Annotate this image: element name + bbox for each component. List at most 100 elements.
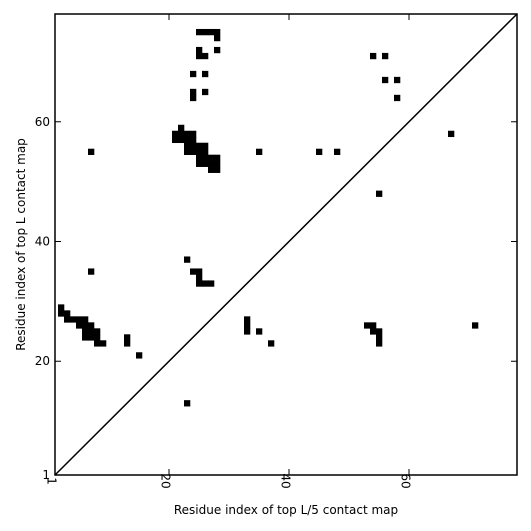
contact-point bbox=[394, 76, 401, 84]
contact-point bbox=[370, 322, 377, 329]
contact-point bbox=[202, 280, 209, 287]
contact-point bbox=[214, 154, 221, 161]
contact-point bbox=[202, 88, 209, 96]
contact-point bbox=[202, 28, 209, 36]
contact-point bbox=[256, 148, 263, 155]
contact-point bbox=[190, 142, 197, 150]
contact-point bbox=[196, 280, 203, 287]
contact-point bbox=[376, 190, 383, 197]
contact-point bbox=[58, 304, 65, 311]
y-tick-label: 1 bbox=[42, 468, 50, 482]
contact-point bbox=[196, 268, 203, 275]
x-tick-label: 60 bbox=[399, 473, 413, 488]
contact-point bbox=[184, 130, 191, 138]
contact-point bbox=[196, 52, 203, 60]
contact-point bbox=[190, 268, 197, 275]
contact-point bbox=[88, 148, 95, 155]
contact-point bbox=[82, 334, 89, 341]
contact-point bbox=[88, 328, 95, 335]
contact-point bbox=[196, 46, 203, 54]
contact-point bbox=[364, 322, 371, 329]
contact-point bbox=[202, 142, 209, 150]
contact-point bbox=[76, 316, 83, 323]
contact-point bbox=[172, 130, 179, 138]
contact-point bbox=[202, 70, 209, 78]
contact-point bbox=[202, 148, 209, 155]
contact-point bbox=[196, 142, 203, 150]
contact-point bbox=[214, 166, 221, 173]
diagonal-line bbox=[54, 13, 518, 476]
x-tick-label: 40 bbox=[279, 473, 293, 488]
contact-point bbox=[208, 280, 215, 287]
contact-point bbox=[124, 340, 131, 347]
contact-point bbox=[178, 124, 185, 132]
contact-point bbox=[76, 322, 83, 329]
contact-point bbox=[184, 148, 191, 155]
contact-point bbox=[214, 46, 221, 54]
contact-point bbox=[448, 130, 455, 138]
y-tick-label: 60 bbox=[35, 115, 50, 129]
contact-point bbox=[376, 334, 383, 341]
contact-point bbox=[88, 268, 95, 275]
contact-point bbox=[214, 28, 221, 36]
contact-point bbox=[196, 28, 203, 36]
contact-point bbox=[82, 322, 89, 329]
contact-point bbox=[382, 52, 389, 60]
contact-point bbox=[394, 94, 401, 102]
contact-point bbox=[196, 154, 203, 161]
contact-point bbox=[382, 76, 389, 84]
contact-point bbox=[58, 310, 65, 317]
contact-point bbox=[370, 52, 377, 60]
contact-point bbox=[64, 316, 71, 323]
plot-frame bbox=[54, 13, 518, 476]
contact-point bbox=[178, 130, 185, 138]
contact-point bbox=[196, 274, 203, 281]
contact-point bbox=[244, 322, 251, 329]
contact-point bbox=[244, 316, 251, 323]
contact-point bbox=[94, 328, 101, 335]
contact-point bbox=[124, 334, 131, 341]
contact-point bbox=[202, 52, 209, 60]
contact-point bbox=[208, 154, 215, 161]
contact-point bbox=[214, 34, 221, 42]
y-tick-label: 20 bbox=[35, 354, 50, 368]
contact-point bbox=[190, 70, 197, 78]
x-tick-label: 20 bbox=[159, 473, 173, 488]
contact-point bbox=[94, 334, 101, 341]
contact-point bbox=[64, 310, 71, 317]
contact-point bbox=[214, 160, 221, 167]
contact-point bbox=[88, 334, 95, 341]
y-tick-label: 40 bbox=[35, 235, 50, 249]
contact-point bbox=[196, 148, 203, 155]
contact-point bbox=[190, 130, 197, 138]
contact-point bbox=[376, 328, 383, 335]
contact-point bbox=[208, 160, 215, 167]
contact-point bbox=[82, 316, 89, 323]
contact-point bbox=[82, 328, 89, 335]
axis-ticks: 1 20 40 60 1 20 40 60 bbox=[35, 14, 517, 489]
contact-point bbox=[190, 94, 197, 102]
contact-point bbox=[268, 340, 275, 347]
contact-point bbox=[208, 166, 215, 173]
contact-point bbox=[190, 148, 197, 155]
contact-point bbox=[256, 328, 263, 335]
contact-points bbox=[58, 28, 479, 407]
contact-point bbox=[184, 142, 191, 150]
contact-point bbox=[196, 160, 203, 167]
contact-point bbox=[244, 328, 251, 335]
contact-point bbox=[208, 28, 215, 36]
contact-point bbox=[136, 352, 143, 359]
y-axis-label: Residue index of top L contact map bbox=[14, 138, 28, 351]
contact-point bbox=[184, 136, 191, 144]
x-axis-label: Residue index of top L/5 contact map bbox=[174, 503, 398, 517]
contact-point bbox=[178, 136, 185, 144]
contact-point bbox=[190, 88, 197, 96]
contact-point bbox=[190, 136, 197, 144]
contact-point bbox=[202, 154, 209, 161]
contact-point bbox=[100, 340, 107, 347]
x-tick-label: 1 bbox=[45, 477, 59, 485]
contact-point bbox=[202, 160, 209, 167]
contact-point bbox=[334, 148, 341, 155]
contact-point bbox=[472, 322, 479, 329]
